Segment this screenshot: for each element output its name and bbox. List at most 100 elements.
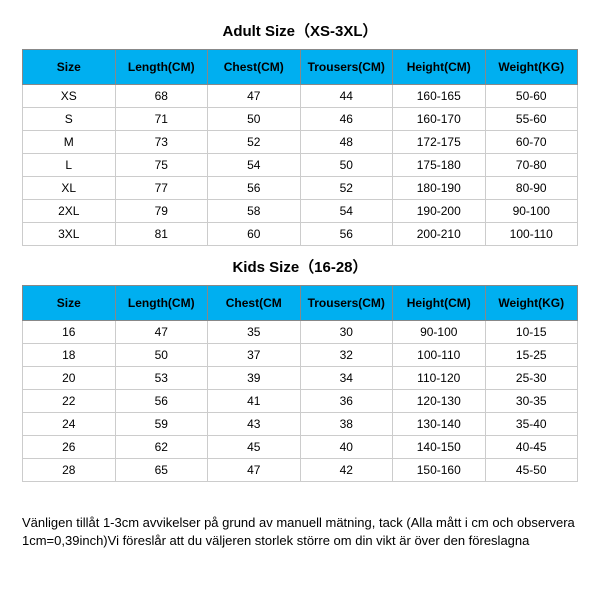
table-cell: 40	[300, 436, 393, 459]
table-cell: 150-160	[393, 459, 486, 482]
table-cell: 18	[23, 344, 116, 367]
table-cell: 36	[300, 390, 393, 413]
table-cell: M	[23, 131, 116, 154]
table-cell: 130-140	[393, 413, 486, 436]
col-size: Size	[23, 50, 116, 85]
table-cell: 56	[208, 177, 301, 200]
table-cell: 120-130	[393, 390, 486, 413]
table-cell: 35-40	[485, 413, 578, 436]
col-size: Size	[23, 286, 116, 321]
table-cell: 55-60	[485, 108, 578, 131]
table-cell: 62	[115, 436, 208, 459]
table-cell: 75	[115, 154, 208, 177]
table-cell: 3XL	[23, 223, 116, 246]
kids-title: Kids Size（16-28）	[22, 246, 578, 285]
table-cell: 50-60	[485, 85, 578, 108]
table-cell: 60	[208, 223, 301, 246]
table-cell: 50	[115, 344, 208, 367]
table-cell: 59	[115, 413, 208, 436]
table-cell: 39	[208, 367, 301, 390]
table-cell: 54	[300, 200, 393, 223]
table-header-row: Size Length(CM) Chest(CM) Trousers(CM) H…	[23, 50, 578, 85]
table-cell: 52	[300, 177, 393, 200]
table-cell: 10-15	[485, 321, 578, 344]
kids-size-table: Size Length(CM) Chest(CM Trousers(CM) He…	[22, 285, 578, 482]
table-cell: 47	[115, 321, 208, 344]
table-cell: 47	[208, 85, 301, 108]
col-trousers: Trousers(CM)	[300, 50, 393, 85]
table-cell: 30-35	[485, 390, 578, 413]
table-cell: 34	[300, 367, 393, 390]
table-cell: 15-25	[485, 344, 578, 367]
table-cell: 28	[23, 459, 116, 482]
table-cell: 41	[208, 390, 301, 413]
adult-size-table: Size Length(CM) Chest(CM) Trousers(CM) H…	[22, 49, 578, 246]
col-length: Length(CM)	[115, 286, 208, 321]
table-cell: 45-50	[485, 459, 578, 482]
table-cell: 81	[115, 223, 208, 246]
col-height: Height(CM)	[393, 50, 486, 85]
table-cell: 100-110	[485, 223, 578, 246]
table-cell: 35	[208, 321, 301, 344]
table-row: 26624540140-15040-45	[23, 436, 578, 459]
table-cell: 30	[300, 321, 393, 344]
table-row: S715046160-17055-60	[23, 108, 578, 131]
table-cell: S	[23, 108, 116, 131]
table-cell: 71	[115, 108, 208, 131]
table-row: 24594338130-14035-40	[23, 413, 578, 436]
table-cell: 65	[115, 459, 208, 482]
table-cell: 26	[23, 436, 116, 459]
table-row: 28654742150-16045-50	[23, 459, 578, 482]
table-cell: 200-210	[393, 223, 486, 246]
table-cell: 172-175	[393, 131, 486, 154]
table-cell: 68	[115, 85, 208, 108]
table-cell: 38	[300, 413, 393, 436]
table-cell: 25-30	[485, 367, 578, 390]
table-cell: 2XL	[23, 200, 116, 223]
table-cell: 22	[23, 390, 116, 413]
table-cell: 77	[115, 177, 208, 200]
table-cell: 37	[208, 344, 301, 367]
col-length: Length(CM)	[115, 50, 208, 85]
table-row: XL775652180-19080-90	[23, 177, 578, 200]
table-cell: 73	[115, 131, 208, 154]
col-weight: Weight(KG)	[485, 50, 578, 85]
table-cell: 175-180	[393, 154, 486, 177]
col-weight: Weight(KG)	[485, 286, 578, 321]
table-cell: 180-190	[393, 177, 486, 200]
table-cell: 79	[115, 200, 208, 223]
table-cell: 50	[300, 154, 393, 177]
table-cell: 90-100	[393, 321, 486, 344]
table-cell: 160-170	[393, 108, 486, 131]
table-row: 2XL795854190-20090-100	[23, 200, 578, 223]
table-cell: 56	[115, 390, 208, 413]
table-cell: 42	[300, 459, 393, 482]
table-cell: 53	[115, 367, 208, 390]
col-trousers: Trousers(CM)	[300, 286, 393, 321]
table-cell: 46	[300, 108, 393, 131]
table-cell: 24	[23, 413, 116, 436]
table-row: 3XL816056200-210100-110	[23, 223, 578, 246]
table-row: L755450175-18070-80	[23, 154, 578, 177]
table-cell: 90-100	[485, 200, 578, 223]
table-cell: XS	[23, 85, 116, 108]
adult-tbody: XS684744160-16550-60S715046160-17055-60M…	[23, 85, 578, 246]
table-cell: 110-120	[393, 367, 486, 390]
col-height: Height(CM)	[393, 286, 486, 321]
table-cell: L	[23, 154, 116, 177]
footnote-text: Vänligen tillåt 1-3cm avvikelser på grun…	[22, 514, 578, 549]
table-cell: 70-80	[485, 154, 578, 177]
table-cell: 43	[208, 413, 301, 436]
table-cell: 80-90	[485, 177, 578, 200]
table-cell: 16	[23, 321, 116, 344]
table-header-row: Size Length(CM) Chest(CM Trousers(CM) He…	[23, 286, 578, 321]
table-cell: 160-165	[393, 85, 486, 108]
table-cell: 56	[300, 223, 393, 246]
table-cell: 100-110	[393, 344, 486, 367]
table-row: 20533934110-12025-30	[23, 367, 578, 390]
table-cell: 52	[208, 131, 301, 154]
table-cell: 44	[300, 85, 393, 108]
table-cell: 20	[23, 367, 116, 390]
table-cell: 40-45	[485, 436, 578, 459]
table-cell: 140-150	[393, 436, 486, 459]
